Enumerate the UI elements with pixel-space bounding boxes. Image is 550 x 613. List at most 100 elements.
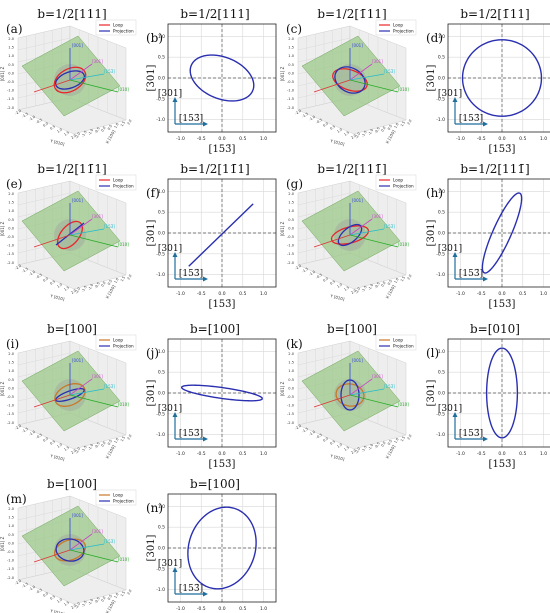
projection-panel-l: b=[010] (l) -1.0 -0.5 0.0 0.5 1.0 1.0 0.5 0.0 -0.5… [426,322,550,470]
dir-arrow-301 [69,378,93,396]
x-tick-label: 0.5 [239,606,246,612]
panel-title: b=1/2[111̄] [317,162,386,176]
dir-arrow-153 [349,73,385,81]
x-tick-label: 0.0 [218,136,225,142]
y-tick-label: 0.0 [438,76,445,82]
y-tick-label: -1.5 [361,130,368,138]
y-tick-label: -1.5 [361,285,368,293]
z-tick-label: -1.5 [7,412,14,416]
projection-curve [188,203,254,267]
y-tick-label: 1.0 [438,34,445,40]
x-tick-label: -1.0 [28,430,36,437]
dir-arrow-100 [313,234,351,248]
dir-arrow-153 [69,228,105,236]
y-tick-label: -1.0 [87,598,94,606]
panel-letter: (k) [286,337,303,351]
y-tick-label: 1.0 [158,189,165,195]
y-tick-label: 0.5 [387,279,393,286]
x-tick-label: -0.5 [477,136,486,142]
dir-label: [010] [118,557,129,562]
y-tick-label: 1.5 [400,276,406,283]
dir-arrow-153 [349,388,385,396]
y-axis-label: Y [010] [49,608,66,613]
y-axis-label: Y [010] [49,293,66,302]
y-tick-label: 0.0 [380,441,386,448]
x-axis-label: X [100] [105,284,117,300]
z-tick-label: 2.0 [8,37,14,41]
projection-curve [187,506,257,590]
y-tick-label: -0.5 [94,597,101,605]
z-tick-label: -1.0 [287,404,295,408]
dir-label: [301] [92,59,103,64]
dir-arrow-301 [69,218,93,236]
panel-title: b=1/2[11̄1] [37,162,106,176]
arrow-y-label: [301] [158,244,182,254]
legend-loop-label: Loop [113,23,123,28]
loop-curve [54,383,86,407]
y-tick-label: 1.0 [113,592,119,599]
z-tick-label: -0.5 [287,80,294,84]
arrow-y-label: [301] [158,89,182,99]
plot-frame [167,338,277,448]
z-tick-label: -1.5 [7,97,14,101]
dir-label: [001] [72,513,83,518]
x-tick-label: -0.5 [197,606,206,612]
arrow-x-label: [153̄] [179,269,203,279]
z-tick-label: 1.0 [8,209,14,213]
x-tick-label: 1.0 [336,127,343,133]
legend-projection-label: Projection [113,29,134,34]
x-tick-label: -1.5 [301,427,309,434]
z-tick-label: -1.5 [287,97,294,101]
x-tick-label: -1.0 [176,291,185,297]
dir-label: [153̄] [384,224,395,229]
arrow-x-label: [153̄] [459,429,483,439]
dir-arrow-010 [69,549,119,563]
z-axis-label: [001] Z [0,536,5,551]
y-axis-label: [301] [146,534,157,561]
x-tick-label: 0.5 [519,291,526,297]
panel-title: b=[100] [47,477,97,491]
z-tick-label: 1.0 [8,369,14,373]
x-tick-label: 2.0 [70,288,77,294]
y-tick-label: -0.5 [156,251,165,257]
y-tick-label: -1.5 [81,600,88,608]
dir-arrow-301 [349,63,373,81]
z-tick-label: 2.0 [8,192,14,196]
x-tick-label: -1.0 [28,585,36,592]
y-tick-label: -1.0 [156,432,165,438]
y-tick-label: 0.0 [100,596,106,603]
slip-plane [21,190,121,272]
x-axis-label: X [100] [385,284,397,300]
loop-curve [56,220,84,250]
z-tick-label: 0.5 [288,378,294,382]
x-tick-label: 0.0 [218,291,225,297]
x-tick-label: 1.0 [260,136,267,142]
x-tick-label: -1.0 [456,291,465,297]
x-tick-label: 1.0 [56,597,63,603]
loop-3d-panel-e: b=1/2[11̄1] (e) [001] [301][153̄] [010] LoopP… [0,162,137,302]
panel-letter: (f) [146,186,160,200]
x-tick-label: 0.5 [239,136,246,142]
x-tick-label: -1.5 [301,267,309,274]
dir-label: [001] [352,43,363,48]
z-tick-label: 2.0 [288,192,294,196]
y-tick-label: 1.0 [393,437,399,444]
panel-title: b=1/2[111] [37,7,106,21]
x-tick-label: 0.5 [329,279,336,285]
arrow-y-head [172,97,178,102]
x-tick-label: -2.0 [294,424,302,431]
z-tick-label: 1.0 [288,209,294,213]
y-tick-label: 2.0 [406,434,412,441]
z-tick-label: 1.0 [8,524,14,528]
y-axis-label: Y [010] [49,138,66,147]
x-tick-label: 0.0 [322,276,329,282]
y-axis-label: [301] [146,219,157,246]
y-tick-label: -0.5 [374,282,381,290]
z-tick-label: -2.0 [7,106,15,110]
x-tick-label: -1.0 [176,451,185,457]
z-tick-label: 1.5 [8,361,14,365]
z-tick-label: 0.5 [8,533,14,537]
projection-curve [461,39,543,117]
